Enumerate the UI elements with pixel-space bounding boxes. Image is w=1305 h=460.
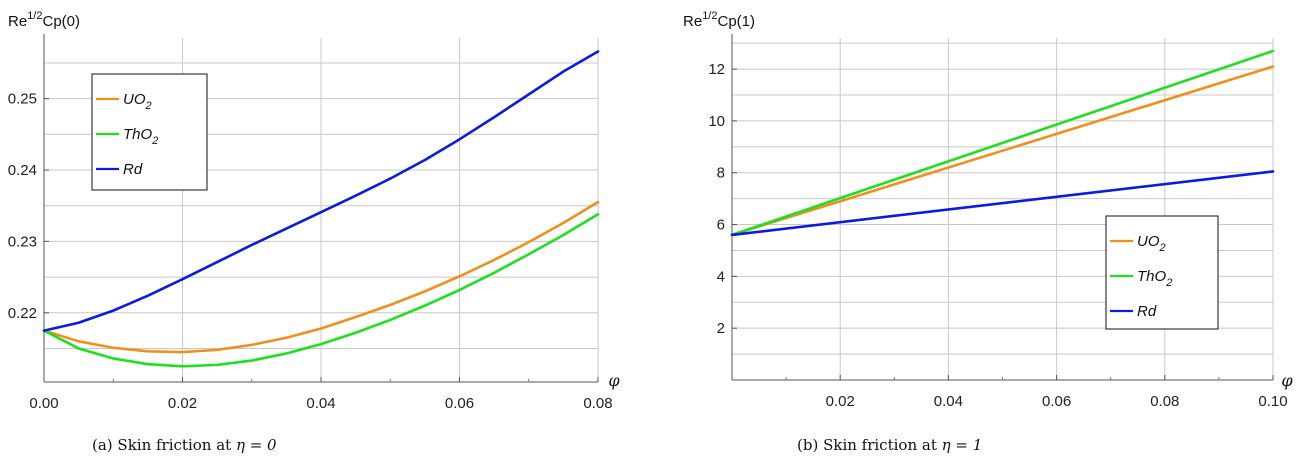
legend-entry-subscript: 2 [145, 100, 152, 112]
y-tick-label: 0.22 [8, 305, 37, 322]
y-tick-label: 6 [717, 217, 725, 234]
y-tick-label: 4 [717, 268, 725, 285]
x-axis-label: φ [1281, 371, 1293, 390]
x-axis-label: φ [608, 371, 620, 390]
y-axis-label-superscript: 1/2 [702, 10, 717, 22]
y-tick-label: 8 [717, 165, 725, 182]
legend-entry-label: ThO2 [123, 126, 158, 147]
legend-entry-label: UO2 [1137, 233, 1166, 254]
x-tick-label: 0.06 [1042, 393, 1071, 410]
legend-entry-label: UO2 [123, 91, 152, 112]
y-axis-label-superscript: 1/2 [27, 10, 42, 22]
x-tick-label: 0.08 [1150, 393, 1179, 410]
series-line-rd [730, 170, 1275, 237]
legend-box [91, 73, 208, 191]
y-axis-label: Re1/2Cp(0) [8, 10, 80, 30]
series-line-uo2 [42, 200, 600, 354]
y-tick-label: 12 [708, 61, 725, 78]
y-axis-label-rest: Cp(0) [42, 13, 80, 30]
legend-entry-name: UO [1137, 233, 1160, 250]
legend-entry-subscript: 2 [151, 135, 158, 147]
x-tick-label: 0.08 [583, 395, 612, 412]
legend-entry-subscript: 2 [1159, 242, 1166, 254]
x-tick-label: 0.02 [826, 393, 855, 410]
chart-panel-a: 0.00 0.02 0.04 0.06 0.08 0.22 0.23 0.24 0.25 Re1/… [8, 10, 621, 454]
legend-box [1105, 215, 1219, 330]
figure-caption: (a) Skin friction at η = 0 [92, 436, 277, 454]
caption-text: (a) Skin friction at [92, 436, 236, 454]
chart-panel-b: 0.02 0.04 0.06 0.08 0.10 2 4 6 8 10 12 Re1/2Cp(1) φ U… [683, 10, 1293, 454]
y-tick-label: 0.25 [8, 91, 37, 108]
series-line-tho2 [42, 212, 600, 368]
x-tick-label: 0.04 [306, 395, 335, 412]
series-line-rd [42, 50, 600, 332]
legend-entry-label: Rd [1137, 303, 1157, 320]
caption-text: (b) Skin friction at [797, 436, 942, 454]
y-axis-label-rest: Cp(1) [717, 13, 755, 30]
x-tick-label: 0.06 [445, 395, 474, 412]
legend-entry-name: Rd [1137, 303, 1157, 320]
x-tick-label: 0.02 [168, 395, 197, 412]
legend-entry-name: ThO [123, 126, 153, 143]
series-line-tho2 [730, 49, 1275, 237]
caption-equation: η = 1 [942, 436, 983, 454]
x-tick-label: 0.04 [934, 393, 963, 410]
x-tick-label: 0.10 [1258, 393, 1287, 410]
legend-entry-name: Rd [123, 161, 143, 178]
legend-entry-name: ThO [1137, 268, 1167, 285]
legend-entry-name: UO [123, 91, 146, 108]
y-tick-label: 0.23 [8, 233, 37, 250]
caption-equation: η = 0 [236, 436, 277, 454]
x-tick-label: 0.00 [29, 395, 58, 412]
series-line-uo2 [730, 65, 1275, 237]
figure-caption: (b) Skin friction at η = 1 [797, 436, 982, 454]
y-axis-label-base: Re [8, 13, 27, 30]
legend-entry-label: Rd [123, 161, 143, 178]
legend-entry-label: ThO2 [1137, 268, 1172, 289]
legend-entry-subscript: 2 [1165, 277, 1172, 289]
y-tick-label: 2 [717, 320, 725, 337]
y-axis-label-base: Re [683, 13, 702, 30]
y-tick-label: 10 [708, 113, 725, 130]
y-axis-label: Re1/2Cp(1) [683, 10, 755, 30]
y-tick-label: 0.24 [8, 162, 37, 179]
